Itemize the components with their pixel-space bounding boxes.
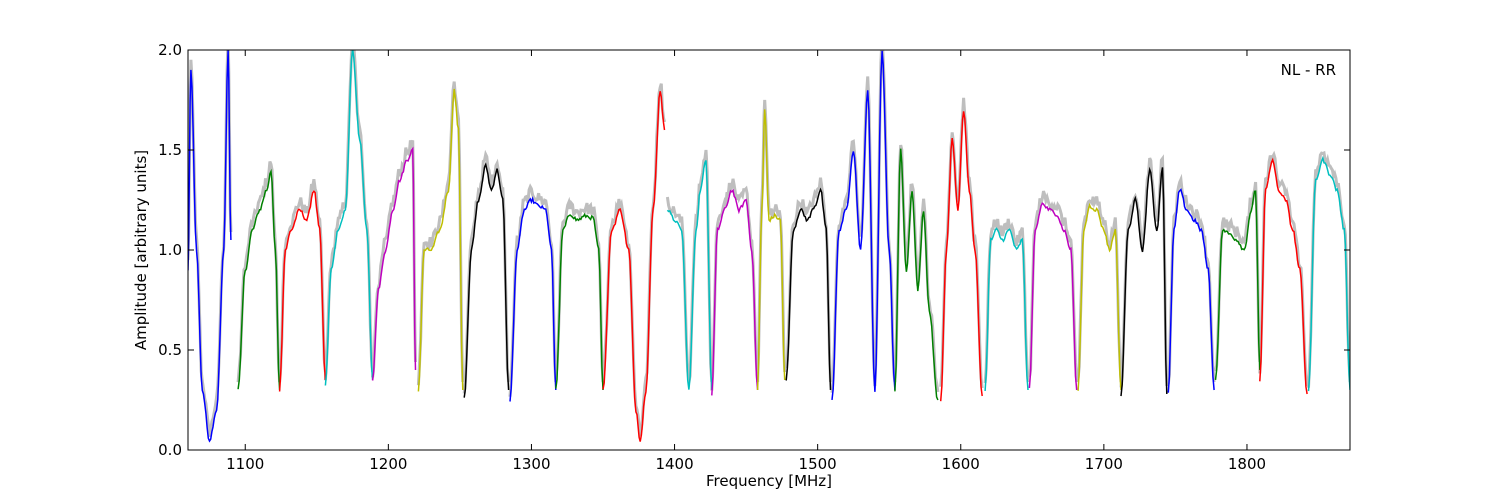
- x-tick-label: 1500: [799, 455, 837, 473]
- series-line-10: [602, 91, 666, 442]
- y-tick-label: 0.5: [158, 341, 182, 359]
- series-line-4: [324, 50, 374, 386]
- background-trace: [508, 183, 558, 397]
- x-axis-label: Frequency [MHz]: [706, 472, 832, 490]
- series-line-25: [1307, 155, 1350, 392]
- background-trace: [983, 218, 1030, 384]
- series-line-8: [509, 196, 557, 402]
- y-tick-label: 1.0: [158, 241, 182, 259]
- y-axis: 0.0 0.5 1.0 1.5 2.0: [158, 41, 1350, 459]
- y-tick-label: 1.5: [158, 141, 182, 159]
- series-line-2: [237, 168, 281, 391]
- series-line-13: [756, 109, 786, 391]
- x-axis: 1100 1200 1300 1400 1500 1600 1700 1800: [226, 50, 1266, 473]
- series-line-23: [1214, 190, 1261, 380]
- x-tick-label: 1100: [226, 455, 264, 473]
- x-tick-label: 1600: [942, 455, 980, 473]
- series-layer: [188, 50, 1350, 443]
- annotation-label: NL - RR: [1281, 61, 1336, 79]
- series-line-16: [894, 148, 939, 401]
- series-line-6: [417, 88, 464, 392]
- series-line-5: [371, 146, 417, 381]
- background-trace: [371, 139, 417, 378]
- series-line-3: [278, 190, 327, 392]
- background-trace: [1027, 190, 1079, 383]
- series-line-22: [1167, 188, 1215, 393]
- x-tick-label: 1400: [655, 455, 693, 473]
- background-trace: [784, 177, 832, 383]
- series-line-11: [666, 160, 713, 391]
- background-trace: [1307, 150, 1350, 388]
- background-trace: [554, 196, 605, 383]
- background-trace: [1076, 196, 1123, 383]
- y-axis-label: Amplitude [arbitrary units]: [132, 150, 150, 350]
- x-tick-label: 1700: [1085, 455, 1123, 473]
- series-line-1: [188, 50, 232, 443]
- series-line-12: [711, 188, 759, 396]
- background-trace: [462, 149, 511, 394]
- y-tick-label: 0.0: [158, 441, 182, 459]
- series-line-20: [1077, 202, 1122, 391]
- series-line-19: [1028, 202, 1078, 391]
- series-line-18: [984, 227, 1029, 392]
- y-tick-label: 2.0: [158, 41, 182, 59]
- series-line-7: [463, 161, 510, 398]
- x-tick-label: 1800: [1228, 455, 1266, 473]
- x-tick-label: 1300: [512, 455, 550, 473]
- series-line-24: [1259, 157, 1308, 395]
- series-line-9: [555, 212, 604, 391]
- series-line-14: [785, 187, 832, 391]
- series-line-17: [939, 111, 983, 402]
- series-line-15: [831, 50, 896, 400]
- x-tick-label: 1200: [369, 455, 407, 473]
- series-line-21: [1120, 166, 1168, 397]
